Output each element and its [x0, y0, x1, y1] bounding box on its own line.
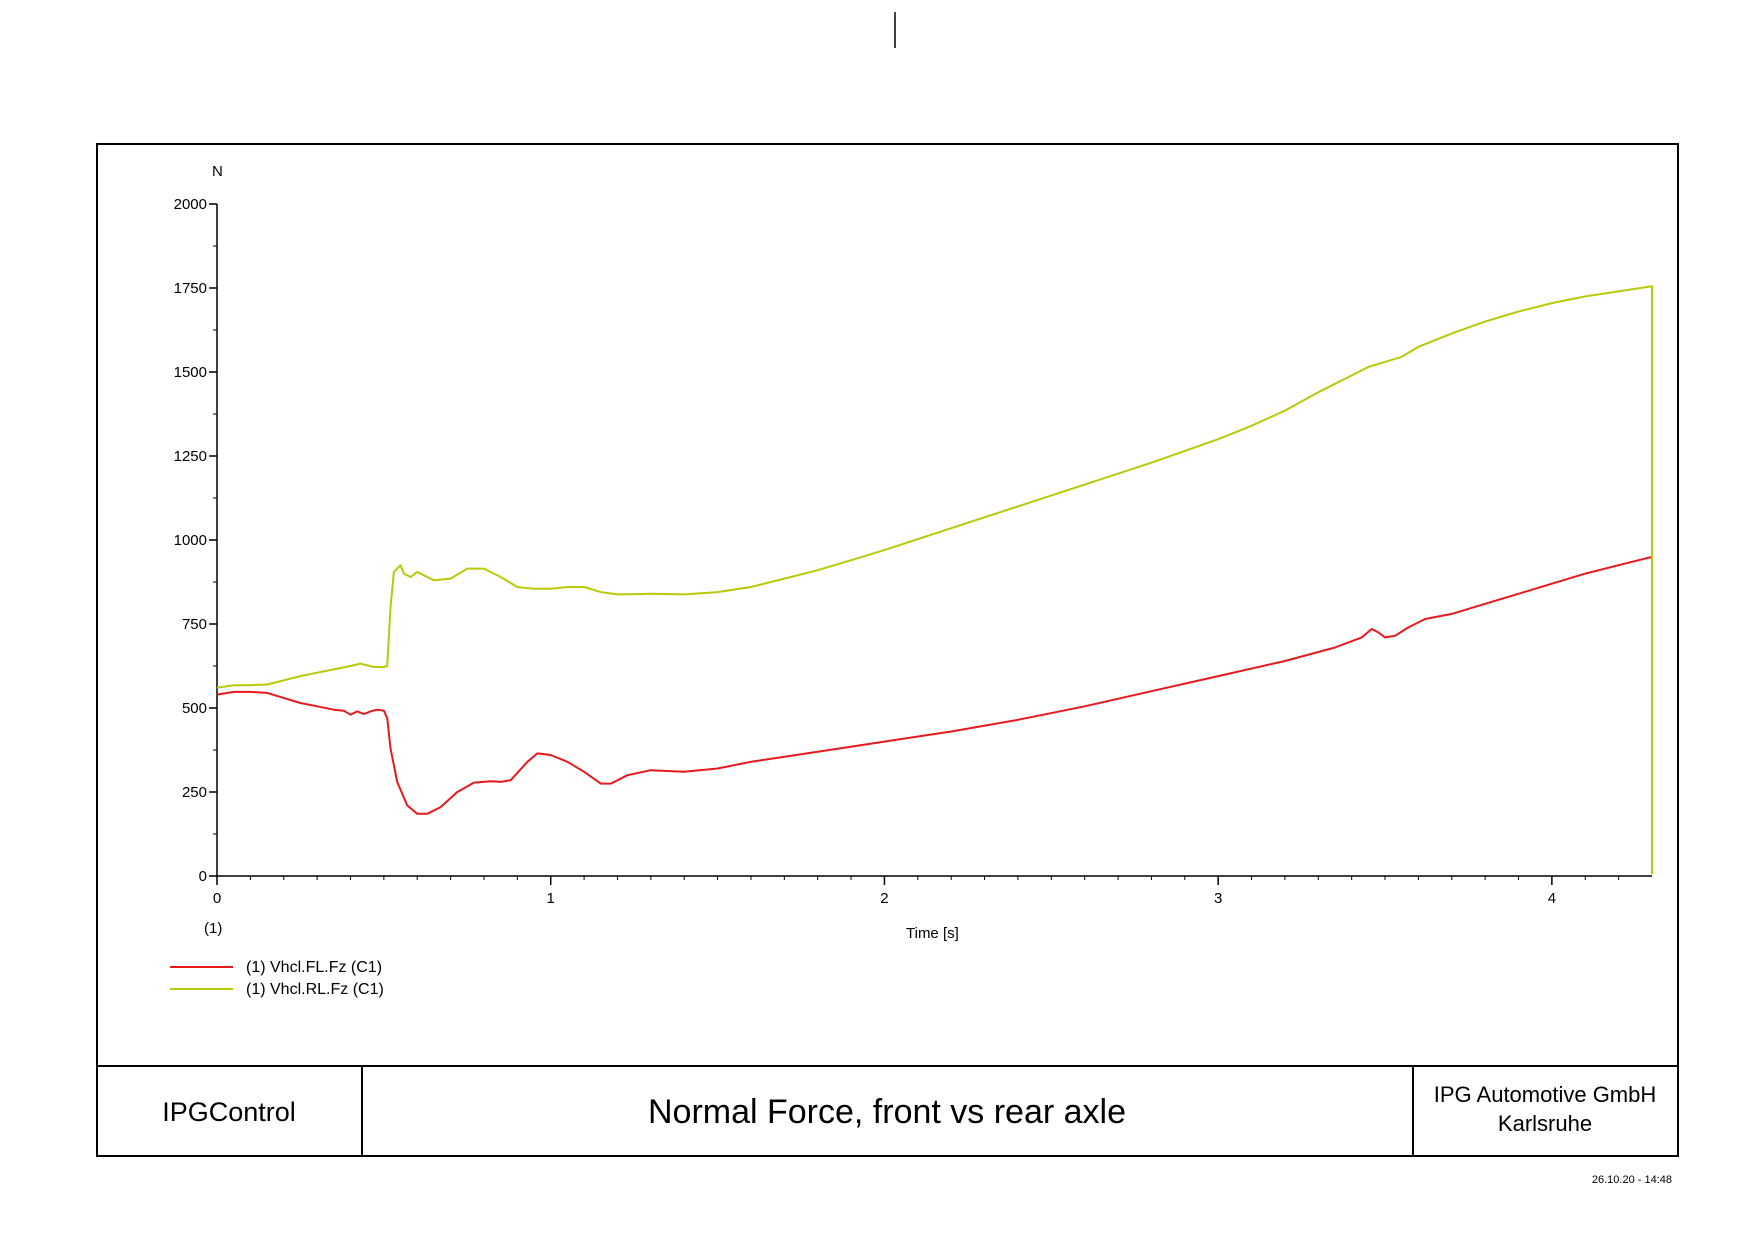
x-tick-label: 4	[1548, 890, 1556, 907]
footer-company-city: Karlsruhe	[1498, 1111, 1592, 1136]
y-tick-label: 750	[182, 616, 207, 633]
legend-label-fl: (1) Vhcl.FL.Fz (C1)	[246, 959, 382, 976]
y-tick-label: 1250	[174, 448, 207, 465]
footer-chart-title: Normal Force, front vs rear axle	[648, 1093, 1126, 1131]
legend: (1) Vhcl.FL.Fz (C1) (1) Vhcl.RL.Fz (C1)	[170, 959, 384, 998]
x-axis-label: Time [s]	[906, 925, 959, 942]
y-axis-ticks: 0 250 500 750 1000 1250 1500 1750 2000	[174, 196, 217, 885]
series-line-0	[216, 555, 1653, 815]
axis-index-label: (1)	[204, 920, 222, 937]
y-tick-label: 500	[182, 700, 207, 717]
series-line-1	[216, 285, 1653, 875]
y-axis-unit-label: N	[212, 163, 223, 180]
y-tick-label: 1000	[174, 532, 207, 549]
print-timestamp: 26.10.20 - 14:48	[1592, 1174, 1672, 1186]
y-tick-label: 250	[182, 784, 207, 801]
x-tick-label: 0	[213, 890, 221, 907]
series-layer	[216, 285, 1653, 875]
x-axis-ticks: 0 1 2 3 4	[213, 876, 1620, 907]
legend-label-rl: (1) Vhcl.RL.Fz (C1)	[246, 981, 384, 998]
x-tick-label: 1	[547, 890, 555, 907]
report-frame	[96, 143, 1679, 1157]
line-chart: 0 250 500 750 1000 1250 1500 1750 2000 0 1 2 3 4 N T…	[174, 163, 1653, 942]
y-tick-label: 0	[199, 868, 207, 885]
x-tick-label: 3	[1214, 890, 1222, 907]
footer-company-name: IPG Automotive GmbH	[1434, 1082, 1657, 1107]
footer-table: IPGControl Normal Force, front vs rear a…	[97, 1065, 1678, 1156]
y-tick-label: 2000	[174, 196, 207, 213]
y-tick-label: 1750	[174, 280, 207, 297]
footer-app-name: IPGControl	[162, 1097, 296, 1127]
y-tick-label: 1500	[174, 364, 207, 381]
x-tick-label: 2	[880, 890, 888, 907]
